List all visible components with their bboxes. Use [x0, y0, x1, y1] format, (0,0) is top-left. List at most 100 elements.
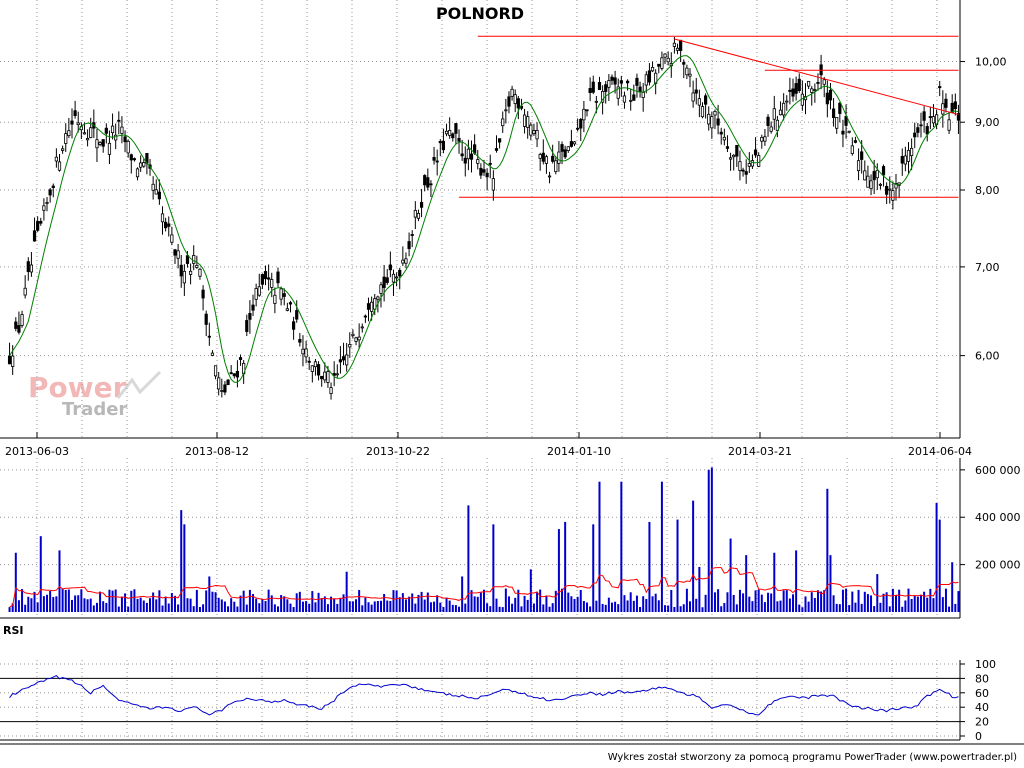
- candle: [535, 122, 539, 148]
- volume-bar: [919, 595, 922, 612]
- candle: [769, 121, 773, 134]
- candle: [700, 102, 705, 119]
- candle: [869, 174, 873, 196]
- volume-bar: [598, 481, 601, 612]
- candle: [282, 288, 286, 306]
- volume-bar: [192, 606, 195, 612]
- candle: [763, 128, 767, 146]
- volume-bar: [283, 596, 286, 612]
- candle: [229, 365, 233, 375]
- candle: [713, 109, 717, 130]
- volume-bar: [695, 598, 698, 612]
- rsi-line: [9, 674, 959, 716]
- volume-bar: [49, 590, 52, 612]
- volume-bar: [436, 595, 439, 612]
- volume-bar: [376, 601, 379, 612]
- watermark-power-text: Power: [28, 371, 127, 404]
- volume-bar: [948, 606, 951, 612]
- candle: [329, 382, 333, 400]
- volume-bar: [252, 594, 255, 612]
- volume-bar: [326, 604, 329, 612]
- candle: [357, 323, 361, 350]
- candle: [753, 137, 758, 158]
- candle: [619, 75, 623, 97]
- candle: [504, 98, 508, 124]
- candle: [541, 139, 545, 165]
- candle: [301, 335, 305, 367]
- volume-bar: [748, 596, 751, 612]
- volume-bar: [117, 606, 120, 612]
- volume-bar: [901, 606, 904, 612]
- volume-bar: [610, 602, 613, 612]
- volume-bar: [80, 589, 83, 612]
- candle: [426, 168, 430, 191]
- volume-bar: [426, 592, 429, 612]
- volume-bar: [726, 592, 729, 612]
- volume-bar: [816, 590, 819, 612]
- volume-bar: [738, 589, 741, 612]
- candle: [560, 141, 564, 165]
- candle: [928, 106, 932, 130]
- candle: [922, 106, 926, 133]
- volume-bar: [951, 562, 954, 612]
- volume-tick-label: 200 000: [975, 559, 1021, 572]
- volume-bar: [682, 604, 685, 612]
- volume-bar: [258, 603, 261, 612]
- candle: [120, 116, 124, 144]
- volume-bar: [792, 594, 795, 612]
- volume-bar: [492, 524, 495, 612]
- volume-bar: [336, 603, 339, 612]
- volume-bar: [689, 601, 692, 612]
- volume-bar: [860, 603, 863, 612]
- volume-bar: [323, 596, 326, 612]
- volume-bar: [183, 524, 186, 612]
- candle: [866, 165, 870, 188]
- volume-bar: [586, 602, 589, 612]
- candle: [582, 100, 586, 133]
- volume-bar: [511, 603, 514, 612]
- volume-bar: [657, 600, 660, 612]
- volume-bar: [857, 589, 860, 612]
- candle: [104, 123, 108, 144]
- volume-bar: [798, 604, 801, 612]
- footer-credit: Wykres został stworzony za pomocą progra…: [608, 752, 1017, 763]
- volume-bar: [64, 589, 67, 612]
- candle: [919, 112, 923, 138]
- volume-bar: [926, 597, 929, 612]
- candle: [498, 138, 502, 149]
- volume-bar: [286, 599, 289, 612]
- volume-bar: [607, 597, 610, 612]
- volume-bar: [813, 598, 816, 612]
- volume-bar: [723, 603, 726, 612]
- candle: [416, 209, 421, 222]
- candle: [510, 85, 514, 101]
- volume-bar: [130, 590, 133, 612]
- candle: [260, 273, 264, 290]
- volume-bar: [685, 588, 688, 612]
- candle: [532, 123, 536, 136]
- candle: [910, 138, 914, 171]
- candle: [788, 77, 792, 105]
- candle: [223, 381, 227, 396]
- volume-bar: [295, 593, 298, 612]
- volume-bar: [692, 500, 695, 612]
- x-tick-label: 2013-06-03: [5, 445, 69, 458]
- volume-tick-label: 400 000: [975, 511, 1021, 524]
- volume-bar: [704, 594, 707, 612]
- candle: [419, 188, 424, 218]
- volume-bar: [217, 597, 220, 612]
- volume-bar: [404, 599, 407, 612]
- volume-bar: [751, 601, 754, 612]
- candle: [298, 333, 302, 347]
- volume-bar: [214, 592, 217, 612]
- volume-bar: [486, 603, 489, 612]
- volume-bar: [760, 594, 763, 612]
- volume-bar: [202, 604, 205, 612]
- volume-bar: [173, 595, 176, 612]
- volume-bar: [954, 603, 957, 612]
- volume-bar: [916, 596, 919, 612]
- candle: [270, 272, 274, 298]
- candle: [132, 157, 137, 162]
- volume-bar: [804, 596, 807, 612]
- volume-bar: [180, 510, 183, 612]
